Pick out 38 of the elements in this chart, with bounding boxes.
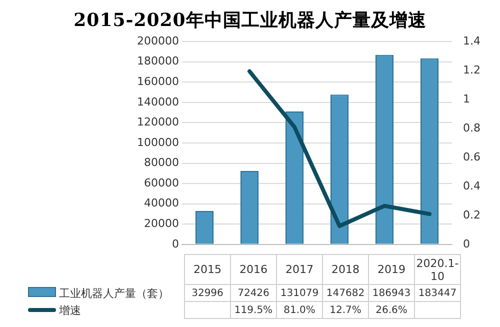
data-label: 183447 bbox=[414, 284, 460, 302]
data-label: 26.6% bbox=[368, 302, 414, 318]
y-tick-label: 60000 bbox=[144, 176, 179, 190]
y2-tick-label: 0.6 bbox=[463, 150, 480, 164]
y-tick-label: 100000 bbox=[137, 136, 179, 149]
y-tick-label: 140000 bbox=[137, 95, 179, 108]
y-tick-label: 20000 bbox=[144, 216, 179, 230]
x-tick-label: 2015 bbox=[184, 254, 230, 284]
data-label: 72426 bbox=[230, 284, 276, 302]
y-tick-label: 120000 bbox=[137, 116, 179, 129]
y-tick-label: 160000 bbox=[137, 75, 179, 88]
data-label: 147682 bbox=[322, 284, 368, 302]
x-tick-label: 2020.1-10 bbox=[414, 254, 460, 284]
data-label: 186943 bbox=[368, 284, 414, 302]
y-tick-label: 80000 bbox=[144, 156, 179, 170]
y-tick-label: 180000 bbox=[137, 54, 179, 68]
y2-tick-label: 0.8 bbox=[463, 121, 480, 134]
data-label: 119.5% bbox=[230, 302, 276, 318]
x-tick-label: 2016 bbox=[230, 254, 276, 284]
x-tick-label: 2019 bbox=[368, 254, 414, 284]
y-tick-label: 0 bbox=[172, 237, 179, 250]
chart-title: 2015-2020年中国工业机器人产量及增速 bbox=[72, 9, 428, 32]
legend-label: 增速 bbox=[58, 302, 82, 318]
y2-tick-label: 1 bbox=[463, 92, 470, 106]
y2-tick-label: 0.4 bbox=[463, 179, 480, 192]
data-label: 12.7% bbox=[322, 302, 368, 318]
y2-tick-label: 1.4 bbox=[463, 34, 480, 48]
data-label: 81.0% bbox=[276, 302, 322, 318]
data-label: 32996 bbox=[184, 284, 230, 302]
x-tick-label: 2018 bbox=[322, 254, 368, 284]
y2-tick-label: 0 bbox=[463, 237, 470, 250]
legend-label: 工业机器人产量（套） bbox=[58, 286, 170, 302]
y2-tick-label: 1.2 bbox=[463, 63, 480, 76]
x-tick-label: 2017 bbox=[276, 254, 322, 284]
y-tick-label: 40000 bbox=[144, 196, 179, 210]
data-label: 131079 bbox=[276, 284, 322, 302]
y2-tick-label: 0.2 bbox=[463, 208, 480, 222]
y-tick-label: 200000 bbox=[137, 34, 179, 48]
